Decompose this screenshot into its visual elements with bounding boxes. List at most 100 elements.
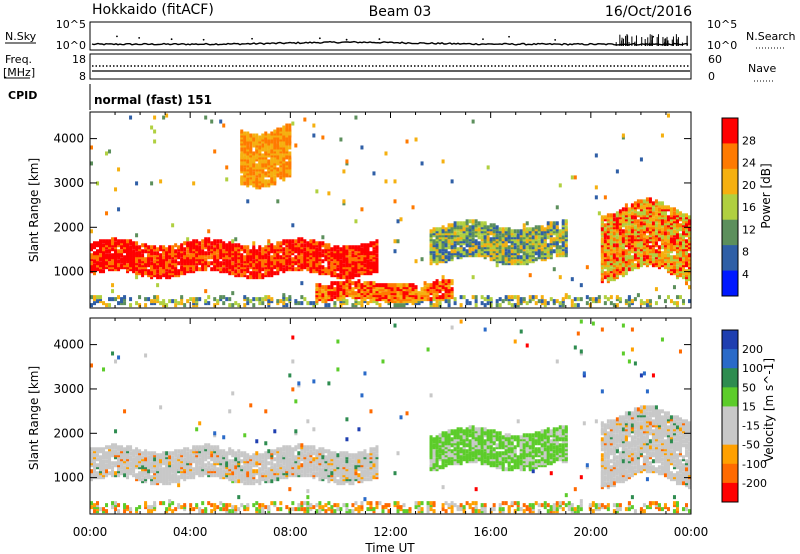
- heatmap-cell: [276, 127, 280, 132]
- heatmap-cell: [246, 177, 250, 182]
- heatmap-cell: [108, 253, 112, 258]
- heatmap-cell: [180, 473, 184, 478]
- heatmap-cell: [249, 271, 253, 276]
- heatmap-cell: [255, 479, 259, 484]
- heatmap-cell: [384, 151, 388, 156]
- heatmap-cell: [465, 243, 469, 248]
- heatmap-cell: [141, 477, 145, 482]
- heatmap-cell: [252, 297, 256, 302]
- heatmap-cell: [156, 273, 160, 278]
- heatmap-cell: [180, 505, 184, 510]
- colorbar-tick-label: 12: [742, 223, 756, 236]
- heatmap-cell: [234, 505, 238, 510]
- heatmap-cell: [591, 297, 595, 302]
- heatmap-cell: [450, 249, 454, 254]
- heatmap-cell: [186, 447, 190, 452]
- heatmap-cell: [432, 227, 436, 232]
- heatmap-cell: [186, 241, 190, 246]
- heatmap-cell: [255, 249, 259, 254]
- heatmap-cell: [90, 253, 93, 258]
- heatmap-cell: [267, 139, 271, 144]
- heatmap-cell: [486, 235, 490, 240]
- heatmap-cell: [546, 301, 550, 306]
- heatmap-cell: [99, 447, 103, 452]
- noise-left-tick-top: 10^5: [56, 18, 86, 31]
- n-search-point: [116, 35, 118, 38]
- heatmap-cell: [624, 207, 628, 212]
- n-search-point: [482, 38, 484, 41]
- heatmap-cell: [456, 231, 460, 236]
- heatmap-cell: [165, 303, 169, 308]
- heatmap-cell: [687, 285, 691, 290]
- heatmap-cell: [126, 445, 130, 450]
- heatmap-cell: [405, 139, 409, 144]
- heatmap-cell: [153, 299, 157, 304]
- heatmap-cell: [597, 211, 601, 216]
- heatmap-cell: [423, 281, 427, 286]
- heatmap-cell: [228, 303, 232, 308]
- heatmap-cell: [363, 297, 367, 302]
- heatmap-cell: [240, 245, 244, 250]
- heatmap-cell: [537, 299, 541, 304]
- heatmap-cell: [189, 449, 193, 454]
- heatmap-cell: [303, 247, 307, 252]
- heatmap-cell: [237, 495, 241, 500]
- heatmap-cell: [204, 289, 208, 294]
- heatmap-cell: [330, 297, 334, 302]
- heatmap-cell: [504, 251, 508, 256]
- heatmap-cell: [447, 255, 451, 260]
- heatmap-cell: [258, 509, 262, 514]
- heatmap-cell: [99, 261, 103, 266]
- heatmap-cell: [177, 475, 181, 480]
- heatmap-cell: [261, 503, 265, 508]
- heatmap-cell: [171, 223, 175, 228]
- heatmap-cell: [285, 161, 289, 166]
- heatmap-cell: [156, 269, 160, 274]
- heatmap-cell: [165, 113, 169, 118]
- heatmap-cell: [555, 221, 559, 226]
- heatmap-cell: [429, 283, 433, 288]
- heatmap-cell: [249, 403, 253, 408]
- heatmap-cell: [129, 297, 133, 302]
- heatmap-cell: [507, 257, 511, 262]
- heatmap-cell: [663, 231, 667, 236]
- heatmap-cell: [207, 465, 211, 470]
- heatmap-cell: [360, 145, 364, 150]
- heatmap-cell: [210, 261, 214, 266]
- heatmap-cell: [126, 469, 130, 474]
- heatmap-cell: [177, 503, 181, 508]
- colorbar-tick-label: 28: [742, 134, 756, 147]
- heatmap-cell: [303, 243, 307, 248]
- y-tick-label: 2000: [53, 220, 84, 234]
- heatmap-cell: [258, 145, 262, 150]
- heatmap-cell: [621, 271, 625, 276]
- heatmap-cell: [279, 463, 283, 468]
- heatmap-cell: [462, 295, 466, 300]
- heatmap-cell: [168, 481, 172, 486]
- heatmap-cell: [117, 249, 121, 254]
- heatmap-cell: [279, 171, 283, 176]
- heatmap-cell: [144, 457, 148, 462]
- heatmap-cell: [138, 449, 142, 454]
- heatmap-cell: [501, 233, 505, 238]
- heatmap-cell: [516, 295, 520, 300]
- heatmap-cell: [276, 199, 280, 204]
- heatmap-cell: [279, 299, 283, 304]
- heatmap-cell: [96, 471, 100, 476]
- heatmap-cell: [420, 257, 424, 262]
- n-search-point: [508, 35, 510, 38]
- heatmap-cell: [201, 243, 205, 248]
- heatmap-cell: [360, 271, 364, 276]
- heatmap-cell: [378, 283, 382, 288]
- heatmap-cell: [147, 505, 151, 510]
- heatmap-cell: [159, 467, 163, 472]
- heatmap-cell: [234, 457, 238, 462]
- heatmap-cell: [273, 457, 277, 462]
- heatmap-cell: [165, 507, 169, 512]
- heatmap-cell: [177, 461, 181, 466]
- heatmap-cell: [108, 239, 112, 244]
- heatmap-cell: [636, 211, 640, 216]
- heatmap-cell: [474, 249, 478, 254]
- heatmap-cell: [246, 275, 250, 280]
- heatmap-cell: [312, 239, 316, 244]
